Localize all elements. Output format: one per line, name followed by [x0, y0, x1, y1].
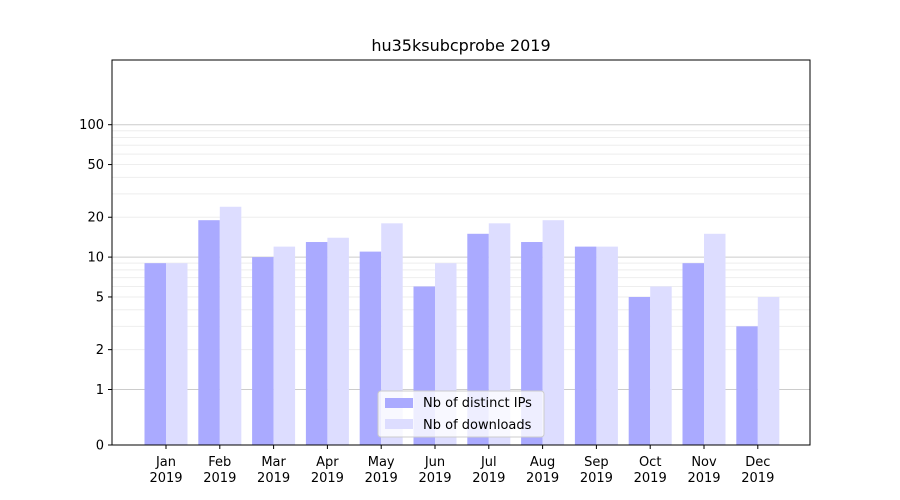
x-tick-label: Aug 2019 — [526, 455, 559, 486]
bar-downloads-feb — [219, 206, 242, 445]
x-tick-label: Feb 2019 — [203, 455, 236, 486]
bar-downloads-nov — [704, 233, 726, 445]
legend-label-downloads: Nb of downloads — [423, 418, 532, 433]
y-tick-label: 1 — [96, 383, 104, 398]
legend-box — [377, 390, 545, 438]
bar-downloads-jul — [488, 223, 511, 445]
legend-swatch-distinct-ips — [385, 398, 413, 408]
y-axis-ticks: 0 1 2 5 10 20 50 100 — [79, 118, 112, 454]
bar-downloads-sep — [596, 246, 618, 445]
legend-swatch-downloads — [385, 419, 413, 429]
y-tick-label: 50 — [87, 158, 104, 173]
x-tick-label: Apr 2019 — [311, 455, 344, 486]
x-axis-ticks: Jan 2019 Feb 2019 Mar 2019 Apr 2019 May 2019 Jun 20… — [149, 445, 774, 486]
legend-label-distinct-ips: Nb of distinct IPs — [423, 396, 532, 411]
bar-downloads-mar — [273, 246, 296, 445]
bar-downloads-may — [381, 223, 403, 445]
bar-downloads-apr — [327, 237, 349, 445]
bar-distinct-ips-may — [359, 251, 382, 445]
legend: Nb of distinct IPs Nb of downloads — [377, 390, 545, 438]
x-tick-label: Dec 2019 — [741, 455, 774, 486]
bar-downloads-aug — [542, 220, 565, 445]
plot-frame — [111, 59, 811, 446]
x-tick-label: Jul 2019 — [472, 455, 505, 486]
x-tick-label: Mar 2019 — [257, 455, 290, 486]
bar-distinct-ips-oct — [628, 296, 651, 445]
bar-distinct-ips-feb — [198, 220, 220, 445]
bar-downloads-dec — [757, 296, 780, 445]
x-tick-label: Jun 2019 — [418, 455, 451, 486]
chart-title: hu35ksubcprobe 2019 — [371, 36, 550, 55]
bar-distinct-ips-dec — [736, 326, 758, 445]
bar-distinct-ips-nov — [682, 263, 704, 445]
y-tick-label: 10 — [87, 251, 104, 266]
x-tick-label: Sep 2019 — [580, 455, 613, 486]
y-tick-label: 0 — [96, 439, 104, 454]
y-tick-label: 2 — [96, 343, 104, 358]
bar-downloads-oct — [650, 286, 672, 445]
x-tick-label: May 2019 — [365, 455, 398, 486]
x-tick-label: Oct 2019 — [634, 455, 667, 486]
bar-distinct-ips-mar — [252, 257, 274, 445]
bar-distinct-ips-jan — [144, 263, 166, 445]
bar-distinct-ips-apr — [305, 242, 328, 445]
bar-downloads-jan — [166, 263, 188, 445]
y-tick-label: 100 — [79, 118, 104, 133]
y-tick-label: 20 — [87, 211, 104, 226]
y-tick-label: 5 — [96, 290, 104, 305]
x-tick-label: Jan 2019 — [149, 455, 182, 486]
x-tick-label: Nov 2019 — [687, 455, 720, 486]
bar-distinct-ips-sep — [574, 246, 597, 445]
